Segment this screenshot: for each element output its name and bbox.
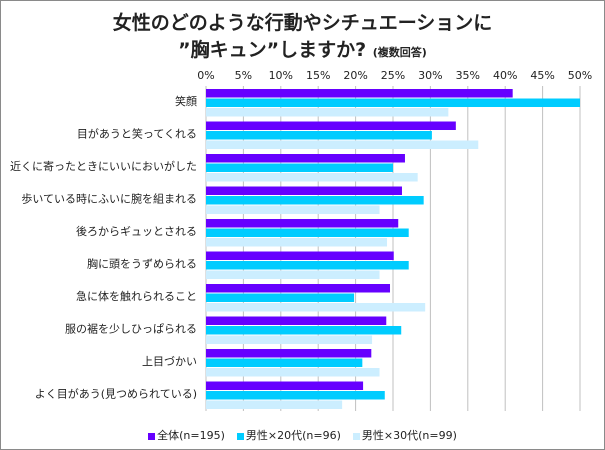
legend: 全体(n=195) 男性×20代(n=96) 男性×30代(n=99) <box>0 427 605 443</box>
category-label: 歩いている時にふいに腕を組まれる <box>21 192 197 206</box>
legend-swatch <box>236 432 244 440</box>
chart-subtitle: (複数回答) <box>372 46 427 59</box>
x-tick-label: 30% <box>418 69 442 82</box>
category-label: 急に体を触れられること <box>76 289 197 303</box>
bar-2 <box>206 131 432 140</box>
x-tick-label: 10% <box>269 69 293 82</box>
x-tick-label: 35% <box>456 69 480 82</box>
bar-1 <box>206 349 372 358</box>
legend-item: 全体(n=195) <box>148 429 225 442</box>
x-tick-label: 40% <box>493 69 517 82</box>
legend-swatch <box>352 432 360 440</box>
bar-1 <box>206 316 387 325</box>
bar-1 <box>206 154 405 163</box>
bar-2 <box>206 196 424 205</box>
category-label: 上目づかい <box>142 355 197 368</box>
bar-1 <box>206 219 399 228</box>
x-tick-label: 25% <box>381 69 405 82</box>
x-tick-label: 0% <box>197 69 214 82</box>
legend-label: 男性×20代(n=96) <box>245 429 341 442</box>
bar-2 <box>206 261 409 270</box>
bar-3 <box>206 205 380 214</box>
bar-2 <box>206 326 402 335</box>
chart-title-line2: ”胸キュン”しますか? (複数回答) <box>0 35 605 62</box>
bar-2 <box>206 228 409 237</box>
chart-title: 女性のどのような行動やシチュエーションに <box>112 12 493 34</box>
x-tick-label: 45% <box>530 69 554 82</box>
bar-1 <box>206 89 513 98</box>
legend-label: 全体(n=195) <box>157 429 225 442</box>
category-label: 笑顔 <box>175 94 197 108</box>
legend-label: 男性×30代(n=99) <box>361 429 457 442</box>
category-label: 目があうと笑ってくれる <box>77 127 197 141</box>
bar-3 <box>206 270 380 279</box>
legend-item: 男性×30代(n=99) <box>352 429 457 442</box>
bar-3 <box>206 400 343 409</box>
bar-1 <box>206 381 364 390</box>
x-tick-label: 15% <box>306 69 330 82</box>
x-tick-label: 20% <box>343 69 367 82</box>
legend-swatch <box>148 432 156 440</box>
bar-3 <box>206 238 388 247</box>
legend-item: 男性×20代(n=96) <box>236 429 341 442</box>
bar-2 <box>206 98 580 107</box>
bar-1 <box>206 251 394 260</box>
category-label: 服の裾を少しひっぱられる <box>65 322 197 336</box>
bar-3 <box>206 140 479 149</box>
bar-2 <box>206 358 363 367</box>
bar-1 <box>206 121 456 130</box>
bar-3 <box>206 173 418 182</box>
bar-3 <box>206 303 426 312</box>
category-label: よく目があう(見つめられている) <box>35 387 197 401</box>
category-label: 胸に頭をうずめられる <box>87 257 197 271</box>
bar-2 <box>206 293 355 302</box>
x-tick-label: 50% <box>568 69 592 82</box>
category-label: 後ろからギュッとされる <box>76 224 197 238</box>
bar-1 <box>206 186 402 195</box>
chart-title-line2-text: ”胸キュン”しますか? <box>178 39 367 61</box>
category-label: 近くに寄ったときにいいにおいがした <box>10 159 197 173</box>
bar-2 <box>206 391 385 400</box>
bar-3 <box>206 368 380 377</box>
bar-3 <box>206 335 373 344</box>
bar-3 <box>206 108 449 117</box>
x-tick-label: 5% <box>235 69 252 82</box>
bar-2 <box>206 163 393 172</box>
bar-1 <box>206 284 391 293</box>
